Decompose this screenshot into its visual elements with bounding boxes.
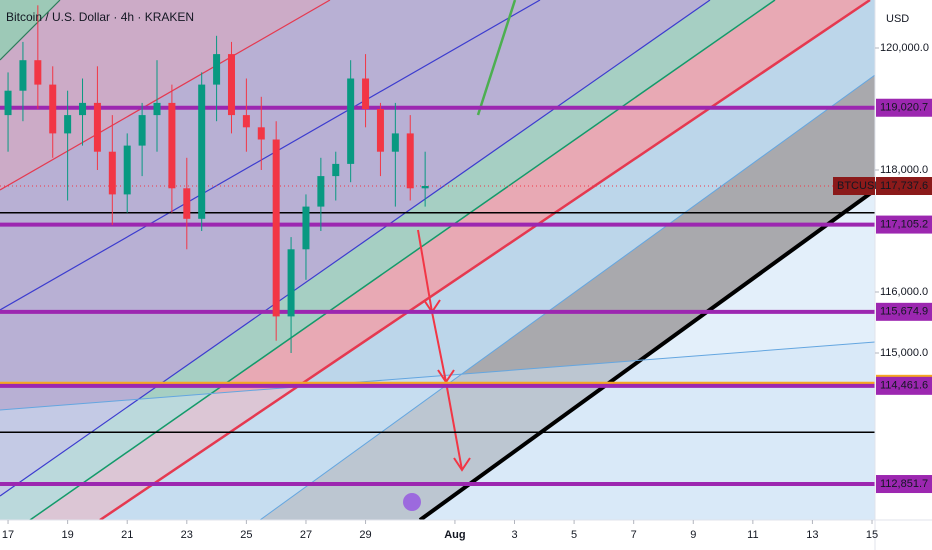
level-label: 119,020.7 [880,102,928,114]
candle-body [138,115,146,146]
x-tick-label: 29 [359,529,371,541]
channel-line [0,0,61,61]
level-label: 112,851.7 [880,478,928,490]
x-tick-label: Aug [444,529,465,541]
candles [4,5,429,353]
candle-body [332,163,340,177]
candle-body [242,115,250,128]
x-tick-label: 13 [806,529,818,541]
chart-title: Bitcoin / U.S. Dollar · 4h · KRAKEN [6,10,194,24]
candle-body [272,139,280,317]
level-label: 117,105.2 [880,218,928,230]
candle-body [302,206,310,250]
channel-line [99,0,871,520]
candle-body [317,176,325,207]
candle-body [19,60,27,91]
level-tag [876,98,932,117]
level-tag [876,376,932,395]
axis-labels: 119,020.7117,105.2115,674.9114,494.7114,… [2,42,932,541]
icon[interactable] [403,493,421,511]
price-axis [875,0,932,550]
x-tick-label: 17 [2,529,14,541]
y-tick-label: 120,000.0 [880,42,929,54]
x-tick-label: 23 [181,529,193,541]
x-tick-label: 25 [240,529,252,541]
candle-body [227,54,235,116]
candle-body [391,133,399,152]
candle-body [93,102,101,152]
channel-line [29,0,776,520]
level-tag [876,302,932,321]
candle-body [123,145,131,195]
x-tick-label: 27 [300,529,312,541]
candle-body [64,115,72,134]
currency-label: USD [886,13,909,25]
x-tick-label: 21 [121,529,133,541]
candle-body [4,90,12,116]
x-tick-label: 11 [747,529,758,541]
symbol-tag [833,177,875,196]
drawings [0,0,875,520]
symbol-label: BTCUSD [837,180,882,192]
candle-body [257,127,265,140]
candle-body [213,54,221,85]
channel-line [0,0,711,497]
level-label: 115,674.9 [880,306,928,318]
candle-body [362,78,370,110]
candle-body [49,84,57,134]
y-tick-label: 115,000.0 [880,347,928,359]
y-tick-label: 118,000.0 [880,164,928,176]
x-tick-label: 7 [631,529,637,541]
projection-arrow [476,0,517,116]
time-axis [0,520,875,550]
x-tick-label: 19 [62,529,74,541]
candle-body [406,133,414,189]
y-tick-label: 116,000.0 [880,286,928,298]
level-tag [876,475,932,494]
x-tick-label: 5 [571,529,577,541]
channel-line [0,0,541,311]
band-green [0,0,775,520]
channel-line [259,74,875,520]
candle-body [79,102,87,116]
last-price-label: 117,737.6 [880,180,928,192]
x-tick-label: 3 [511,529,517,541]
level-label: 114,461.6 [880,380,928,392]
band-red [30,0,870,520]
trend-line [418,188,875,520]
x-tick-label: 15 [866,529,878,541]
candle-body [287,249,295,317]
candle-body [376,109,384,152]
candle-body [347,78,355,164]
level-tag [876,215,932,234]
candle-body [168,102,176,189]
candle-body [108,151,116,195]
levels [0,105,875,487]
candle-body [183,188,191,219]
trend-line [0,341,875,411]
candle-body [198,84,206,219]
candle-body [34,60,42,85]
candle-body [153,102,161,116]
candle-body [421,186,429,189]
channel-line [0,0,331,191]
last-price-tag [876,177,932,196]
x-tick-label: 9 [690,529,696,541]
